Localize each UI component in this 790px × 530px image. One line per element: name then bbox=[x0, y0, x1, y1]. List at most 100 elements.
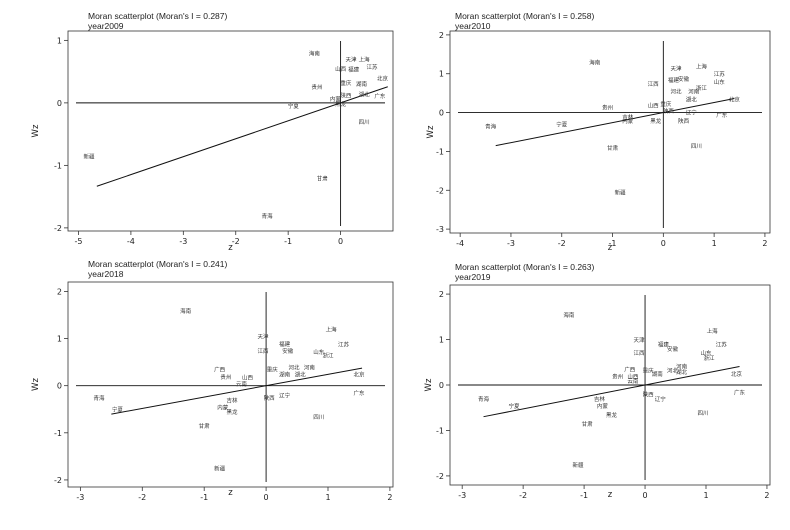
point-label: 山东 bbox=[313, 348, 325, 356]
x-tick-label: -3 bbox=[507, 239, 515, 248]
x-tick-label: -2 bbox=[232, 237, 240, 246]
point-label: 青海 bbox=[478, 395, 490, 403]
point-label: 江苏 bbox=[716, 341, 728, 349]
y-tick-label: -2 bbox=[436, 472, 444, 481]
point-label: 浙江 bbox=[696, 84, 708, 92]
x-axis-label: z bbox=[228, 488, 233, 498]
x-tick-label: -1 bbox=[200, 493, 208, 502]
y-tick-label: 0 bbox=[439, 109, 444, 118]
point-label: 陕西 bbox=[678, 117, 690, 125]
point-label: 新疆 bbox=[615, 189, 627, 197]
plot-frame bbox=[449, 30, 771, 234]
chart-subtitle: year2010 bbox=[455, 21, 491, 31]
point-label: 安徽 bbox=[678, 75, 690, 83]
y-tick-label: -1 bbox=[436, 426, 444, 435]
point-label: 江西 bbox=[633, 350, 645, 357]
point-label: 宁夏 bbox=[508, 402, 520, 410]
point-label: 江西 bbox=[648, 81, 660, 88]
point-label: 湖北 bbox=[359, 91, 371, 99]
x-tick-label: -1 bbox=[609, 239, 617, 248]
point-label: 海南 bbox=[589, 59, 601, 67]
point-label: 贵州 bbox=[311, 83, 322, 91]
x-tick-label: 0 bbox=[643, 491, 648, 500]
point-label: 北京 bbox=[729, 95, 741, 103]
point-label: 北京 bbox=[731, 370, 743, 378]
point-label: 黑龙 bbox=[227, 408, 239, 416]
point-label: 江西 bbox=[257, 348, 269, 355]
y-tick-label: 1 bbox=[439, 336, 444, 345]
y-tick-label: -1 bbox=[436, 147, 444, 156]
point-label: 广东 bbox=[716, 111, 728, 119]
point-label: 广东 bbox=[734, 388, 746, 396]
point-label: 北京 bbox=[353, 370, 365, 378]
point-label: 辽宁 bbox=[655, 395, 667, 403]
x-tick-label: 0 bbox=[338, 237, 343, 246]
point-label: 陕西 bbox=[643, 391, 655, 399]
point-label: 广西 bbox=[214, 366, 226, 374]
y-tick-label: -2 bbox=[54, 476, 62, 485]
y-tick-label: -2 bbox=[436, 186, 444, 195]
y-tick-label: -3 bbox=[436, 225, 444, 234]
point-label: 天津 bbox=[346, 57, 358, 64]
x-axis-label: z bbox=[608, 243, 613, 253]
chart-title: Moran scatterplot (Moran's I = 0.258) bbox=[455, 11, 595, 21]
point-label: 吉林 bbox=[622, 113, 634, 121]
point-label: 广东 bbox=[374, 92, 386, 100]
x-tick-label: 1 bbox=[703, 491, 708, 500]
point-label: 云南 bbox=[627, 377, 639, 385]
point-label: 广东 bbox=[353, 389, 365, 397]
point-label: 江苏 bbox=[338, 341, 350, 349]
point-label: 安徽 bbox=[282, 347, 294, 355]
point-label: 浙江 bbox=[322, 352, 334, 360]
x-tick-label: -1 bbox=[580, 491, 588, 500]
point-label: 甘肃 bbox=[317, 174, 329, 182]
point-label: 上海 bbox=[326, 326, 338, 334]
x-tick-label: -4 bbox=[127, 237, 135, 246]
point-label: 内蒙 bbox=[597, 402, 609, 410]
point-label: 河南 bbox=[688, 88, 700, 96]
y-tick-label: 0 bbox=[439, 381, 444, 390]
chart-title: Moran scatterplot (Moran's I = 0.263) bbox=[455, 262, 595, 272]
y-tick-label: -2 bbox=[54, 224, 62, 233]
point-label: 陕西 bbox=[264, 394, 276, 402]
point-label: 甘肃 bbox=[607, 144, 619, 152]
point-label: 甘肃 bbox=[582, 420, 594, 428]
point-label: 湖北 bbox=[676, 368, 688, 376]
y-tick-label: 0 bbox=[57, 99, 62, 108]
point-label: 广西 bbox=[624, 366, 636, 374]
point-label: 内蒙 bbox=[622, 117, 634, 125]
x-tick-label: 2 bbox=[764, 491, 769, 500]
point-label: 辽宁 bbox=[686, 108, 698, 116]
x-tick-label: 0 bbox=[264, 493, 269, 502]
x-axis-label: z bbox=[608, 490, 613, 500]
point-label: 甘肃 bbox=[199, 422, 211, 430]
moran-panel-2019: Moran scatterplot (Moran's I = 0.263) ye… bbox=[395, 262, 790, 525]
point-label: 河北 bbox=[667, 367, 679, 375]
point-label: 青海 bbox=[262, 212, 274, 220]
point-label: 宁夏 bbox=[112, 406, 124, 414]
x-tick-label: -2 bbox=[138, 493, 146, 502]
chart-subtitle: year2009 bbox=[88, 21, 124, 31]
point-label: 四川 bbox=[313, 414, 324, 421]
point-label: 安徽 bbox=[667, 345, 679, 353]
point-label: 天津 bbox=[257, 334, 269, 341]
point-label: 上海 bbox=[696, 62, 708, 70]
point-label: 福建 bbox=[279, 340, 291, 348]
point-label: 四川 bbox=[697, 410, 708, 417]
y-tick-label: 1 bbox=[439, 70, 444, 79]
x-tick-label: -4 bbox=[456, 239, 464, 248]
x-tick-label: -1 bbox=[284, 237, 292, 246]
point-label: 重庆 bbox=[660, 100, 672, 108]
x-tick-label: 1 bbox=[325, 493, 330, 502]
moran-panel-2018: Moran scatterplot (Moran's I = 0.241) ye… bbox=[0, 259, 395, 525]
x-tick-label: -3 bbox=[458, 491, 466, 500]
point-label: 福建 bbox=[658, 341, 670, 349]
regression-line bbox=[111, 367, 363, 415]
y-axis-label: Wz bbox=[31, 124, 41, 137]
